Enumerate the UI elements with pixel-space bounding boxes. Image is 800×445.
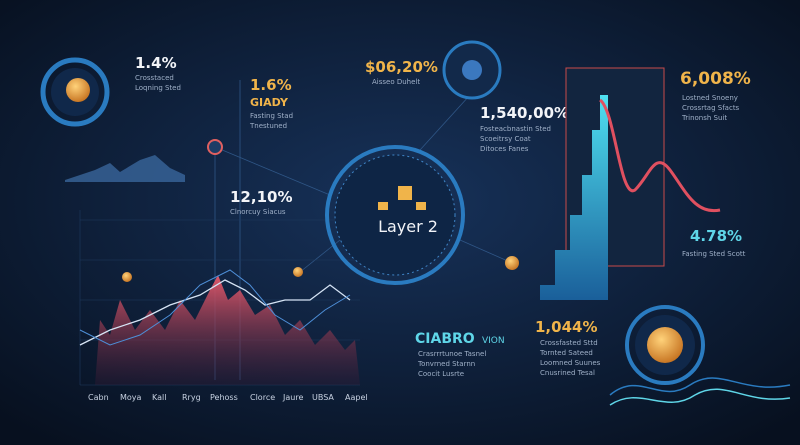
note: Crossfasted Sttd [540, 339, 598, 347]
node [442, 40, 502, 100]
node [207, 139, 223, 155]
note: Tonvrned Starnn [417, 360, 475, 368]
axis-label: UBSA [312, 393, 334, 402]
note: Fosteacbnastin Sted [480, 125, 551, 133]
note: Fasting Sted Scott [682, 250, 746, 258]
stat: 1,540,00% [480, 104, 569, 122]
axis-label: Cabn [88, 393, 109, 402]
stat: 1.4% [135, 54, 177, 72]
note: Aisseo Duhelt [372, 78, 420, 86]
note: Loomned Suunes [540, 359, 601, 367]
brand-sub: VION [482, 336, 505, 346]
stat-label: GIADY [250, 96, 289, 109]
note: Tnestuned [249, 122, 287, 130]
note: Crosstaced [135, 74, 174, 82]
stat: 1.6% [250, 76, 292, 94]
note: Crasrrrtunoe Tasnel [418, 350, 486, 358]
note: Cnusrined Tesal [540, 369, 595, 377]
stat: 12,10% [230, 188, 292, 206]
note: Loqning Sted [135, 84, 181, 92]
stat: 4.78% [690, 227, 742, 245]
note: Clnorcuy Siacus [230, 208, 286, 216]
note: Crossrtag Sfacts [682, 104, 740, 112]
stat: 6,008% [680, 69, 751, 89]
brand: CIABRO [415, 331, 475, 347]
center-label: Layer 2 [378, 217, 438, 236]
note: Tornted Sateed [539, 349, 593, 357]
axis-label: Moya [120, 393, 142, 402]
mini-chart [65, 155, 185, 182]
stat: $06,20% [365, 58, 438, 76]
center-hub [325, 145, 465, 285]
coin [505, 256, 519, 270]
axis-label: Jaure [282, 393, 303, 402]
axis-label: Rryg [182, 393, 201, 402]
note: Ditoces Fanes [480, 145, 529, 153]
note: Trinonsh Suit [681, 114, 727, 122]
line-chart [79, 210, 360, 386]
waves [609, 377, 791, 406]
axis-label: Clorce [250, 393, 275, 402]
coin-badge [40, 57, 110, 127]
note: Fasting Stad [250, 112, 293, 120]
bar-chart [520, 67, 721, 300]
x-axis: Cabn Moya Kall Rryg Pehoss Clorce Jaure … [88, 393, 368, 402]
axis-label: Kall [152, 393, 166, 402]
axis-label: Pehoss [210, 393, 238, 402]
note: Lostned Snoeny [682, 94, 738, 102]
axis-label: Aapel [345, 393, 368, 402]
stat: 1,044% [535, 318, 597, 336]
coin-badge [625, 305, 705, 385]
note: Coocit Lusrte [418, 370, 464, 378]
note: Scoeitrsy Coat [480, 135, 531, 143]
